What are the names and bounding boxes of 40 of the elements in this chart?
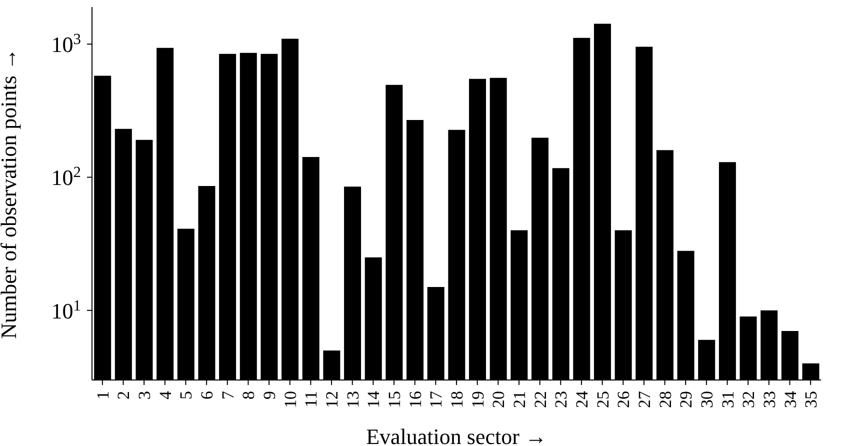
x-tick-label: 17 [426,390,446,408]
x-tick-label: 22 [530,391,550,408]
x-tick-label: 7 [218,390,238,400]
y-tick-label: 10$^{3}$ [51,30,82,58]
x-tick-label: 35 [802,391,821,408]
x-tick-label: 8 [239,391,258,400]
y-tick-label: 10$^{1}$ [51,296,81,324]
x-tick-label: 4 [156,390,175,400]
x-tick-label: 13 [343,391,362,408]
x-tick-label: 24 [572,390,592,408]
x-axis-title: Evaluation sector → [366,424,547,446]
x-tick-label: 21 [510,391,529,408]
x-tick-label: 3 [135,391,154,400]
x-tick-label: 34 [780,390,800,408]
x-tick-label: 27 [634,390,654,408]
x-tick-label: 6 [198,391,217,400]
x-tick-label: 26 [614,391,634,408]
x-tick-label: 2 [114,391,134,400]
y-tick-label: 10$^{2}$ [51,164,81,190]
x-tick-label: 31 [718,391,738,408]
x-tick-label: 20 [489,391,508,408]
y-axis-title: Number of observation points → [0,48,21,339]
x-tick-label: 1 [93,391,112,400]
x-tick-label: 30 [697,391,716,408]
x-tick-label: 15 [385,391,404,408]
x-tick-label: 11 [302,391,321,408]
x-tick-label: 25 [593,391,612,408]
x-tick-label: 12 [322,391,342,408]
x-tick-label: 16 [406,391,425,408]
x-tick-label: 10 [280,391,300,408]
x-tick-label: 9 [260,391,280,400]
x-tick-label: 33 [760,391,779,408]
x-tick-label: 5 [176,391,196,400]
x-tick-label: 29 [676,391,696,408]
x-tick-label: 23 [552,391,571,408]
x-tick-label: 14 [364,390,384,408]
x-tick-label: 18 [448,391,466,408]
x-tick-label: 19 [468,391,488,408]
x-tick-label: 32 [739,391,758,408]
x-tick-label: 28 [656,391,675,408]
